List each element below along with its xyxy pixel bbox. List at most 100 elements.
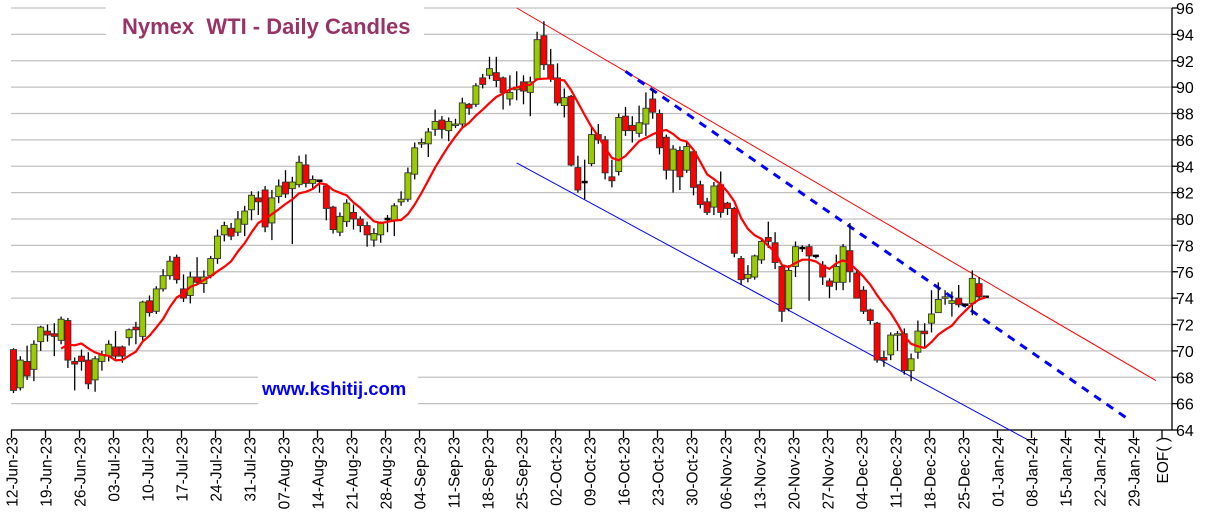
candle — [220, 221, 228, 242]
y-tick-label: 94 — [1176, 27, 1194, 44]
candle — [792, 241, 799, 278]
candle — [547, 48, 555, 82]
y-tick-label: 64 — [1176, 423, 1194, 440]
candle — [533, 31, 541, 81]
candle — [690, 149, 697, 196]
candle-body-down — [50, 333, 58, 337]
y-tick-label: 96 — [1176, 1, 1194, 18]
x-tick-label: 01-Jan-24 — [991, 437, 1008, 507]
candle-body-up — [295, 161, 303, 186]
candle — [826, 278, 833, 299]
candle-body-down — [574, 167, 582, 191]
candle — [370, 228, 378, 247]
candle — [37, 325, 45, 351]
candle — [764, 221, 772, 249]
candle-body-down — [737, 258, 745, 281]
candle-body-down — [730, 207, 738, 254]
candle-body-up — [948, 300, 956, 304]
candle-body-up — [248, 194, 255, 211]
candle-body-down — [193, 276, 201, 283]
x-tick-label: 27-Nov-23 — [821, 437, 838, 509]
candle — [894, 331, 901, 351]
candle-body-down — [860, 289, 867, 312]
candle — [628, 116, 636, 143]
candle — [812, 254, 819, 259]
y-tick-label: 72 — [1176, 318, 1194, 335]
candle — [295, 155, 303, 188]
candle-body-up — [445, 120, 453, 132]
candle-body-down — [146, 300, 153, 314]
candle-body-down — [118, 346, 126, 357]
candle-body-up — [166, 260, 174, 277]
candle-body-down — [23, 360, 31, 377]
candle-body-up — [839, 246, 847, 283]
candle — [384, 215, 391, 233]
candle — [64, 317, 72, 369]
candle — [377, 221, 385, 243]
candle — [737, 255, 745, 285]
candle-body-up — [288, 181, 296, 190]
candle — [860, 286, 867, 314]
candle-body-down — [540, 35, 548, 66]
candle — [404, 167, 412, 202]
candle — [479, 73, 487, 89]
candle — [411, 142, 419, 180]
candle — [799, 245, 806, 252]
candle-body-up — [424, 131, 432, 145]
candle — [44, 324, 51, 342]
candle-body-down — [554, 77, 561, 104]
candle — [84, 352, 92, 390]
candle — [112, 331, 119, 359]
upper-channel-trendline — [516, 7, 1157, 381]
candle — [880, 350, 888, 367]
watermark-background — [258, 371, 418, 405]
candle — [635, 105, 643, 138]
candle-body-up — [370, 233, 378, 241]
candle — [683, 141, 691, 173]
candle-body-up — [758, 240, 765, 261]
candle — [71, 357, 79, 391]
candle-body-down — [717, 184, 725, 213]
candle — [180, 274, 187, 303]
candle-body-up — [125, 329, 133, 339]
candle-body-up — [159, 275, 167, 290]
y-tick-label: 66 — [1176, 397, 1194, 414]
candle — [302, 154, 310, 188]
candle-body-down — [662, 136, 670, 171]
candle-body-up — [928, 313, 935, 324]
x-tick-label: 25-Sep-23 — [515, 437, 532, 509]
candle-body-down — [44, 330, 51, 336]
candle-body-down — [921, 330, 929, 335]
x-tick-label: 04-Dec-23 — [855, 437, 872, 509]
candle — [132, 321, 140, 345]
candle-body-down — [78, 355, 85, 362]
x-tick-label: 28-Aug-23 — [379, 437, 396, 509]
candle-body-down — [438, 119, 446, 130]
candle-body-up — [968, 277, 976, 304]
candle-body-down — [322, 185, 330, 209]
candle — [703, 197, 711, 216]
candle — [350, 204, 357, 230]
candle-body-down — [826, 280, 833, 287]
candle-body-up — [57, 318, 65, 341]
x-tick-label: 25-Dec-23 — [957, 437, 974, 509]
candle — [363, 221, 371, 247]
candle-body-up — [635, 122, 643, 134]
candle — [356, 216, 364, 233]
candle-body-up — [486, 68, 493, 76]
candle-body-up — [431, 120, 439, 130]
candle — [710, 182, 718, 216]
candle — [866, 308, 874, 325]
candle-body-up — [710, 185, 718, 208]
candle — [125, 328, 133, 346]
candle-body-up — [588, 134, 595, 165]
candle — [649, 88, 657, 119]
candle-body-up — [16, 359, 24, 389]
candle-body-up — [411, 147, 419, 175]
x-tick-label: 04-Sep-23 — [413, 437, 430, 509]
candle-body-up — [832, 266, 840, 283]
candle-body-up — [214, 235, 221, 260]
candle-body-up — [241, 210, 249, 225]
candle-body-down — [900, 333, 908, 372]
